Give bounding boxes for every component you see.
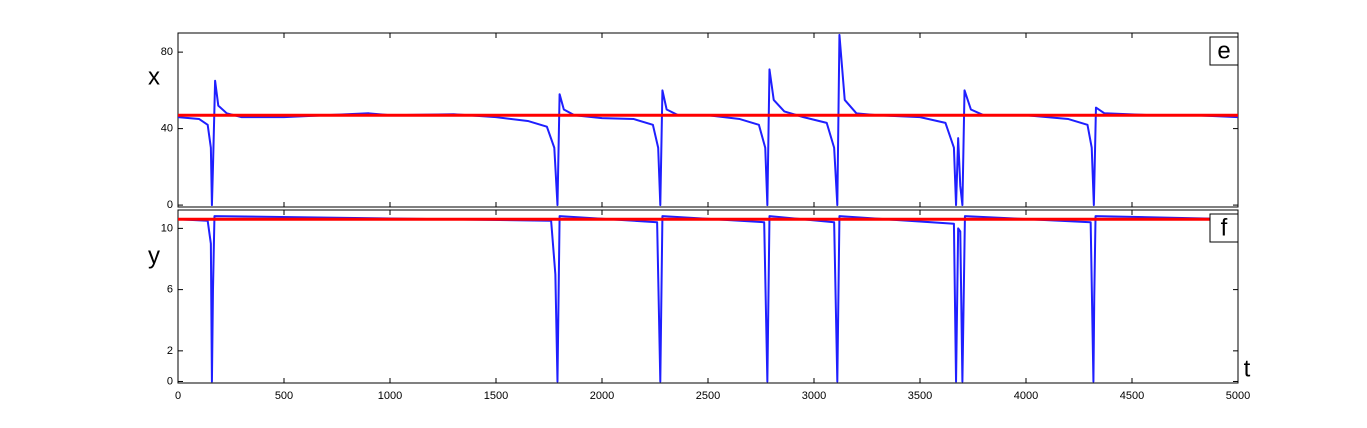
plot-area — [177, 32, 1239, 208]
annotation-box — [1209, 36, 1239, 66]
x-tick-label: 2000 — [590, 390, 614, 402]
data-line — [177, 215, 1239, 383]
x-tick-label: 0 — [175, 390, 181, 402]
annotation: e — [1217, 37, 1230, 64]
x-tick-label: 4500 — [1120, 390, 1144, 402]
x-tick-label: 1000 — [378, 390, 402, 402]
y-tick-label: 0 — [167, 199, 173, 211]
plot-area — [177, 209, 1239, 384]
x-tick-label: 1500 — [484, 390, 508, 402]
annotation: f — [1221, 214, 1228, 241]
x-tick-label: 3000 — [802, 390, 826, 402]
x-tick-label: 2500 — [696, 390, 720, 402]
x-tick-label: 5000 — [1226, 390, 1250, 402]
annotation-box — [1209, 213, 1239, 243]
y-tick-label: 40 — [161, 123, 173, 135]
x-tick-label: 3500 — [908, 390, 932, 402]
y-tick-label: 0 — [167, 375, 173, 387]
x-tick-label: 500 — [275, 390, 293, 402]
y-axis-label: y — [148, 242, 160, 269]
y-axis-label: x — [148, 63, 160, 90]
x-axis-label: t — [1244, 355, 1251, 382]
y-tick-label: 6 — [167, 284, 173, 296]
y-tick-label: 10 — [161, 222, 173, 234]
y-tick-label: 2 — [167, 345, 173, 357]
x-tick-label: 4000 — [1014, 390, 1038, 402]
y-tick-label: 80 — [161, 46, 173, 58]
